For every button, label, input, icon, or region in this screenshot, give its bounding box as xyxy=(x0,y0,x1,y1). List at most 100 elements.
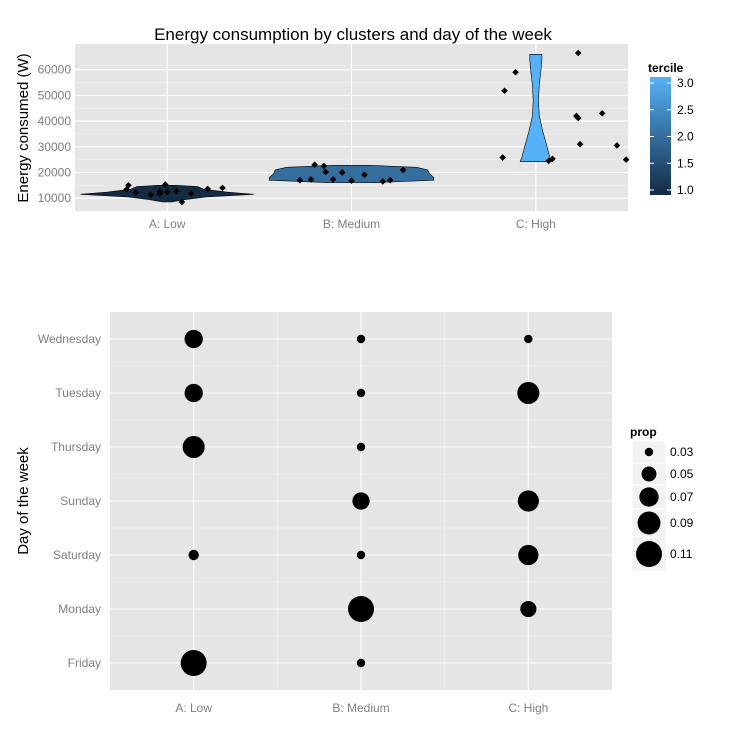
data-point xyxy=(162,181,169,188)
data-point xyxy=(361,171,368,179)
data-point xyxy=(322,168,329,176)
colorbar-tick-label: 1.5 xyxy=(677,156,694,170)
data-point xyxy=(123,186,130,193)
legend-key-label: 0.03 xyxy=(670,445,694,459)
x-tick-label: C: High xyxy=(516,217,556,231)
data-point xyxy=(598,110,606,117)
data-point xyxy=(178,198,186,206)
legend-key-label: 0.05 xyxy=(670,467,694,481)
data-point xyxy=(307,176,315,183)
data-point xyxy=(622,156,630,163)
y-tick-label: 30000 xyxy=(38,140,72,154)
data-point xyxy=(296,176,304,184)
x-tick-label: A: Low xyxy=(149,217,186,231)
violin-y-axis-label: Energy consumed (W) xyxy=(15,53,32,202)
data-point xyxy=(311,161,318,169)
data-point xyxy=(187,190,195,197)
data-point xyxy=(320,162,328,170)
bubble-points xyxy=(180,329,540,676)
colorbar-tick-label: 1.0 xyxy=(677,183,694,197)
y-tick-label: Saturday xyxy=(53,548,101,562)
legend-key-label: 0.09 xyxy=(670,516,694,530)
tercile-legend-title: tercile xyxy=(648,61,684,75)
bubble-point xyxy=(518,544,539,566)
data-point xyxy=(549,155,556,163)
bubble-point xyxy=(356,442,366,452)
data-point xyxy=(163,188,171,196)
bubble-x-tick-labels: A: Low B: Medium C: High xyxy=(175,701,548,715)
data-point xyxy=(125,182,132,189)
data-point xyxy=(399,166,407,174)
data-point xyxy=(613,142,621,149)
y-tick-label: Monday xyxy=(58,602,101,616)
data-point xyxy=(574,114,582,122)
data-point xyxy=(386,176,394,184)
prop-legend: prop 0.03 0.05 0.07 0.09 0.11 xyxy=(630,425,694,572)
violin-x-tick-labels: A: Low B: Medium C: High xyxy=(149,217,556,231)
tercile-colorbar xyxy=(650,77,671,195)
data-point xyxy=(576,140,584,148)
tercile-legend: tercile 1.0 1.5 2.0 2.5 3.0 xyxy=(648,61,694,197)
x-tick-label: B: Medium xyxy=(323,217,380,231)
y-tick-label: Thursday xyxy=(51,440,101,454)
bubble-chart: Friday Monday Saturday Sunday Thursday Tuesda… xyxy=(15,312,694,715)
violin-c xyxy=(519,54,552,163)
chart-title: Energy consumption by clusters and day o… xyxy=(154,25,552,44)
data-point xyxy=(156,190,164,197)
y-tick-label: Sunday xyxy=(60,494,101,508)
data-point xyxy=(173,187,180,195)
y-tick-label: 40000 xyxy=(38,114,72,128)
y-tick-label: Wednesday xyxy=(38,332,101,346)
bubble-point xyxy=(517,381,540,405)
legend-key-label: 0.07 xyxy=(670,490,694,504)
x-tick-label: B: Medium xyxy=(332,701,389,715)
x-tick-label: A: Low xyxy=(175,701,212,715)
y-tick-label: 20000 xyxy=(38,165,72,179)
y-tick-label: 10000 xyxy=(38,191,72,205)
prop-legend-keys: 0.03 0.05 0.07 0.09 0.11 xyxy=(631,440,694,572)
bubble-point xyxy=(524,334,533,344)
y-tick-label: Friday xyxy=(68,656,101,670)
data-point xyxy=(329,176,337,183)
bubble-point xyxy=(180,650,207,676)
legend-key-label: 0.11 xyxy=(670,547,693,561)
data-point xyxy=(348,177,355,184)
bubble-point xyxy=(356,388,366,398)
violin-chart: Energy consumption by clusters and day o… xyxy=(15,25,694,231)
data-point xyxy=(147,191,154,199)
colorbar-tick-label: 2.5 xyxy=(677,103,694,117)
data-point xyxy=(574,49,582,57)
bubble-point xyxy=(184,383,203,403)
bubble-point xyxy=(188,549,199,561)
y-tick-label: 50000 xyxy=(38,88,72,102)
legend-key-circle xyxy=(637,511,661,535)
legend-key-circle xyxy=(639,487,659,507)
bubble-point xyxy=(348,596,374,622)
bubble-point xyxy=(184,329,203,349)
bubble-y-axis-label: Day of the week xyxy=(15,447,32,555)
colorbar-tick-label: 2.0 xyxy=(677,130,694,144)
bubble-point xyxy=(517,490,539,512)
legend-key-circle xyxy=(636,541,662,567)
bubble-point xyxy=(352,492,370,510)
data-point xyxy=(204,185,212,193)
data-point xyxy=(379,178,387,185)
data-point xyxy=(501,87,508,95)
prop-legend-title: prop xyxy=(630,425,657,439)
bubble-point xyxy=(356,334,366,344)
data-point xyxy=(132,189,140,196)
legend-key-circle xyxy=(644,447,654,457)
bubble-point xyxy=(520,600,537,618)
tercile-colorbar-ticks: 1.0 1.5 2.0 2.5 3.0 xyxy=(650,76,694,197)
violin-jitter-points xyxy=(123,49,630,206)
x-tick-label: C: High xyxy=(508,701,548,715)
data-point xyxy=(499,154,506,161)
bubble-point xyxy=(356,658,366,668)
data-point xyxy=(338,169,346,176)
colorbar-tick-label: 3.0 xyxy=(677,76,694,90)
y-tick-label: 60000 xyxy=(38,63,72,77)
y-tick-label: Tuesday xyxy=(55,386,101,400)
bubble-point xyxy=(182,435,205,459)
data-point xyxy=(219,184,226,192)
